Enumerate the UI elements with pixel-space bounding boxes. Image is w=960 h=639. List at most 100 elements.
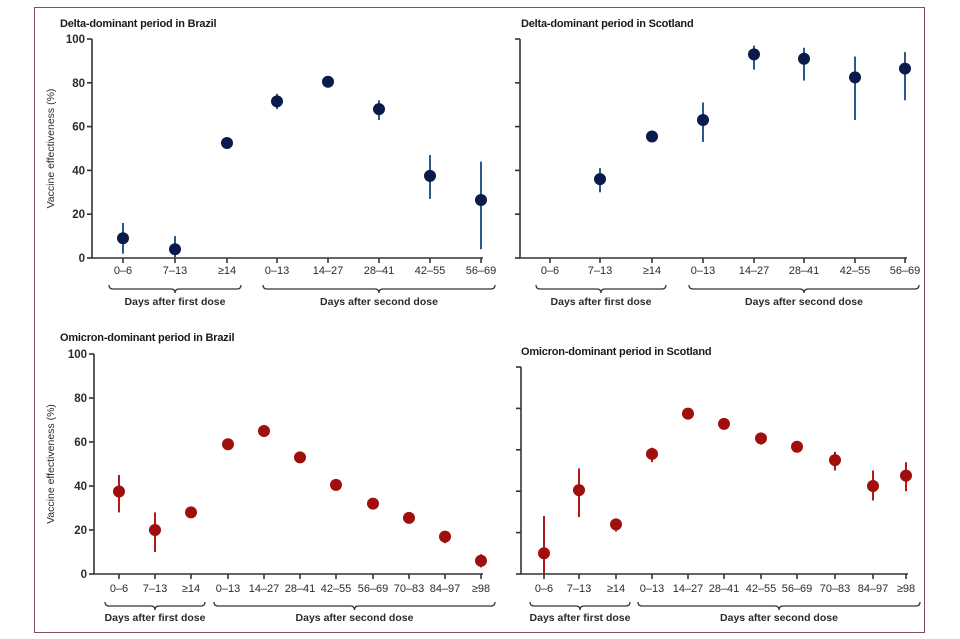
data-point bbox=[718, 417, 730, 430]
data-point bbox=[424, 169, 436, 182]
x-tick-label: 7–13 bbox=[588, 265, 612, 277]
x-tick-label: 7–13 bbox=[567, 583, 591, 595]
x-tick-label: 84–97 bbox=[430, 583, 461, 595]
data-point bbox=[185, 506, 197, 519]
panel-title: Delta-dominant period in Scotland bbox=[521, 18, 693, 30]
x-tick-label: ≥14 bbox=[643, 265, 661, 277]
x-tick-label: 28–41 bbox=[789, 265, 820, 277]
group-label: Days after first dose bbox=[105, 612, 206, 624]
data-point bbox=[697, 114, 709, 127]
x-tick-label: 0–6 bbox=[535, 583, 553, 595]
data-point bbox=[475, 193, 487, 206]
data-point bbox=[899, 62, 911, 75]
group-label: Days after second dose bbox=[720, 612, 838, 624]
data-point bbox=[475, 554, 487, 567]
data-point bbox=[113, 485, 125, 498]
x-tick-label: ≥98 bbox=[472, 583, 490, 595]
x-tick-label: 14–27 bbox=[739, 265, 770, 277]
y-tick-label: 0 bbox=[81, 569, 87, 581]
data-point bbox=[594, 173, 606, 186]
data-point bbox=[322, 75, 334, 88]
x-tick-label: 42–55 bbox=[746, 583, 777, 595]
x-tick-label: 56–69 bbox=[890, 265, 921, 277]
x-tick-label: ≥14 bbox=[607, 583, 625, 595]
panel-3: Omicron-dominant period in Brazil 0 20 40 60… bbox=[45, 332, 496, 624]
data-point bbox=[330, 478, 342, 491]
data-point bbox=[117, 232, 129, 245]
x-tick-label: 0–13 bbox=[691, 265, 715, 277]
data-point bbox=[646, 130, 658, 143]
x-tick-label: 28–41 bbox=[709, 583, 740, 595]
group-label: Days after second dose bbox=[320, 296, 438, 308]
data-point bbox=[829, 454, 841, 467]
panel-2: Delta-dominant period in Scotland 0–6 7–13… bbox=[515, 18, 920, 308]
x-tick-label: 0–13 bbox=[216, 583, 240, 595]
y-tick-label: 100 bbox=[68, 349, 87, 361]
x-tick-label: 7–13 bbox=[143, 583, 167, 595]
data-point bbox=[169, 243, 181, 256]
y-tick-label: 60 bbox=[72, 122, 85, 134]
figure-border bbox=[34, 7, 925, 633]
x-tick-label: 42–55 bbox=[415, 265, 446, 277]
data-point bbox=[755, 432, 767, 445]
y-axis-label: Vaccine effectiveness (%) bbox=[45, 89, 57, 209]
group-label: Days after first dose bbox=[530, 612, 631, 624]
axes bbox=[519, 39, 907, 259]
y-tick-label: 100 bbox=[66, 34, 85, 46]
y-tick-label: 80 bbox=[72, 78, 85, 90]
group-brace bbox=[104, 601, 206, 611]
data-point bbox=[798, 52, 810, 65]
data-point bbox=[748, 48, 760, 61]
y-axis-label: Vaccine effectiveness (%) bbox=[45, 404, 57, 524]
y-tick-label: 20 bbox=[72, 209, 85, 221]
panel-4: Omicron-dominant period in Scotland 0–6 7–… bbox=[516, 346, 921, 624]
data-point bbox=[271, 95, 283, 108]
x-tick-label: 0–6 bbox=[541, 265, 559, 277]
y-tick-label: 0 bbox=[79, 253, 85, 265]
panel-title: Omicron-dominant period in Scotland bbox=[521, 346, 711, 358]
data-point bbox=[791, 440, 803, 453]
data-point bbox=[403, 511, 415, 524]
data-point bbox=[849, 71, 861, 84]
data-point bbox=[900, 469, 912, 482]
data-point bbox=[646, 447, 658, 460]
x-tick-label: 42–55 bbox=[321, 583, 352, 595]
group-label: Days after second dose bbox=[745, 296, 863, 308]
panel-title: Omicron-dominant period in Brazil bbox=[60, 332, 234, 344]
axes bbox=[91, 39, 483, 259]
x-tick-label: 14–27 bbox=[313, 265, 344, 277]
panel-1: Delta-dominant period in Brazil 0 20 40 60 80… bbox=[45, 18, 496, 308]
x-tick-label: 0–13 bbox=[265, 265, 289, 277]
x-tick-label: ≥98 bbox=[897, 583, 915, 595]
y-tick-label: 40 bbox=[74, 481, 87, 493]
data-point bbox=[373, 103, 385, 116]
group-brace bbox=[108, 284, 242, 294]
axes bbox=[93, 354, 483, 575]
group-brace bbox=[262, 284, 496, 294]
group-brace bbox=[529, 601, 631, 611]
y-tick-label: 20 bbox=[74, 525, 87, 537]
data-point bbox=[222, 438, 234, 451]
x-tick-label: 28–41 bbox=[364, 265, 395, 277]
x-tick-label: 56–69 bbox=[466, 265, 497, 277]
group-brace bbox=[213, 601, 496, 611]
y-tick-label: 40 bbox=[72, 165, 85, 177]
group-brace bbox=[637, 601, 921, 611]
data-point bbox=[258, 425, 270, 437]
x-tick-label: 28–41 bbox=[285, 583, 316, 595]
x-tick-label: 0–6 bbox=[110, 583, 128, 595]
x-tick-label: 56–69 bbox=[782, 583, 813, 595]
x-tick-label: 7–13 bbox=[163, 265, 187, 277]
x-tick-label: 0–13 bbox=[640, 583, 664, 595]
x-tick-label: ≥14 bbox=[182, 583, 200, 595]
x-tick-label: 70–83 bbox=[820, 583, 851, 595]
data-point bbox=[221, 137, 233, 150]
x-tick-label: 14–27 bbox=[673, 583, 704, 595]
x-tick-label: 42–55 bbox=[840, 265, 871, 277]
x-tick-label: 70–83 bbox=[394, 583, 425, 595]
x-tick-label: ≥14 bbox=[218, 265, 236, 277]
x-tick-label: 14–27 bbox=[249, 583, 280, 595]
group-label: Days after first dose bbox=[125, 296, 226, 308]
data-point bbox=[439, 530, 451, 543]
